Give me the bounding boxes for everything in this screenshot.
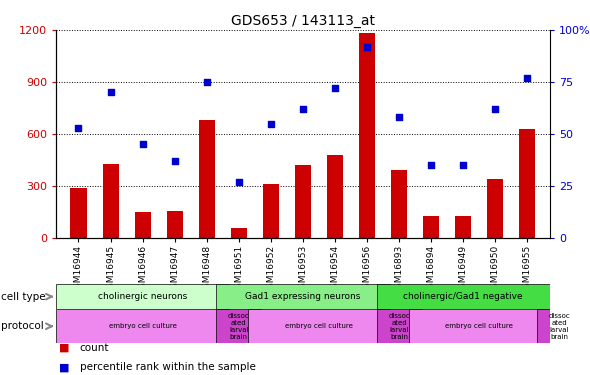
Text: cholinergic/Gad1 negative: cholinergic/Gad1 negative <box>404 292 523 301</box>
Text: count: count <box>80 343 109 353</box>
Bar <box>519 129 536 238</box>
Text: dissoc
ated
larval
brain: dissoc ated larval brain <box>228 313 250 340</box>
Bar <box>103 164 119 238</box>
Point <box>458 162 468 168</box>
Bar <box>359 33 375 238</box>
Bar <box>199 120 215 238</box>
Text: embryo cell culture: embryo cell culture <box>285 323 353 329</box>
Point <box>138 141 148 147</box>
Bar <box>167 211 183 238</box>
Point <box>202 79 211 85</box>
Point <box>170 158 179 164</box>
Bar <box>56 284 229 309</box>
Bar <box>537 309 582 343</box>
Text: cell type: cell type <box>1 292 45 302</box>
Bar <box>391 171 407 238</box>
Text: percentile rank within the sample: percentile rank within the sample <box>80 363 255 372</box>
Bar <box>231 228 247 238</box>
Bar <box>56 309 229 343</box>
Bar <box>217 309 261 343</box>
Text: ■: ■ <box>59 363 70 372</box>
Text: cholinergic neurons: cholinergic neurons <box>98 292 187 301</box>
Point <box>234 179 244 185</box>
Bar <box>70 188 87 238</box>
Text: dissoc
ated
larval
brain: dissoc ated larval brain <box>549 313 571 340</box>
Bar <box>263 184 279 238</box>
Bar <box>423 216 439 238</box>
Bar <box>327 155 343 238</box>
Bar <box>487 179 503 238</box>
Bar <box>135 212 150 238</box>
Point <box>427 162 436 168</box>
Text: ■: ■ <box>59 343 70 353</box>
Point <box>106 90 115 96</box>
Point <box>395 114 404 120</box>
Point <box>299 106 308 112</box>
Point <box>523 75 532 81</box>
Point <box>266 121 276 127</box>
Text: Gad1 expressing neurons: Gad1 expressing neurons <box>245 292 360 301</box>
Point <box>491 106 500 112</box>
Text: dissoc
ated
larval
brain: dissoc ated larval brain <box>388 313 410 340</box>
Text: embryo cell culture: embryo cell culture <box>109 323 176 329</box>
Bar <box>217 284 389 309</box>
Bar <box>455 216 471 238</box>
Bar <box>295 165 311 238</box>
Title: GDS653 / 143113_at: GDS653 / 143113_at <box>231 13 375 28</box>
Bar <box>248 309 389 343</box>
Text: protocol: protocol <box>1 321 43 331</box>
Text: embryo cell culture: embryo cell culture <box>445 323 513 329</box>
Point <box>74 125 83 131</box>
Point <box>362 44 372 50</box>
Bar <box>409 309 550 343</box>
Bar <box>377 309 422 343</box>
Point <box>330 85 340 91</box>
Bar <box>377 284 550 309</box>
